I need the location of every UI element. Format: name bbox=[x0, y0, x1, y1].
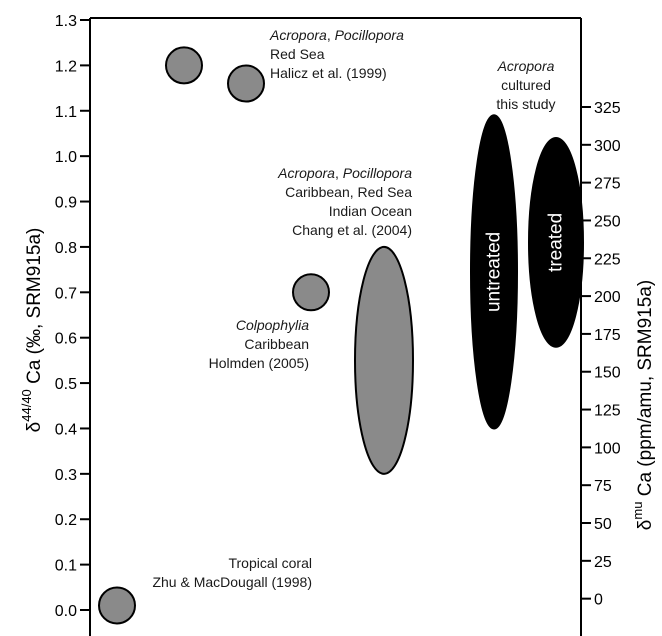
right-tick-label: 250 bbox=[594, 213, 621, 230]
left-tick-label: 1.1 bbox=[55, 104, 77, 121]
annotation-chang-line: Caribbean, Red Sea bbox=[285, 184, 412, 200]
marker-halicz-2 bbox=[227, 64, 265, 103]
annotation-zhu-line: Tropical coral bbox=[228, 555, 312, 571]
annotation-zhu: Tropical coral Zhu & MacDougall (1998) bbox=[152, 555, 312, 590]
left-tick-label: 0.7 bbox=[55, 285, 77, 302]
annotation-holmden: Colpophylia Caribbean Holmden (2005) bbox=[209, 317, 310, 371]
right-tick-label: 175 bbox=[594, 327, 621, 344]
annotation-chang-line: Indian Ocean bbox=[329, 203, 412, 219]
annotation-halicz-genus: Acropora bbox=[269, 27, 327, 43]
right-tick-label: 100 bbox=[594, 440, 621, 457]
annotation-cultured-line: Acropora bbox=[497, 58, 555, 74]
annotation-halicz: Acropora, Pocillopora Red Sea Halicz et al… bbox=[269, 27, 404, 81]
annotation-chang-genus: Acropora bbox=[277, 165, 335, 181]
left-tick-label: 1.0 bbox=[55, 149, 77, 166]
right-axis-title: δmu Ca (ppm/amu, SRM915a) bbox=[630, 280, 656, 530]
left-tick-label: 0.4 bbox=[55, 421, 77, 438]
annotation-cultured-line: this study bbox=[496, 96, 555, 112]
left-tick-label: 0.1 bbox=[55, 558, 77, 575]
annotation-zhu-line: Zhu & MacDougall (1998) bbox=[152, 574, 312, 590]
left-axis-ticks: 0.0 0.1 0.2 0.3 0.4 0.5 0.6 0.7 0.8 0.9 1.0 1.1 1.2 1… bbox=[55, 13, 90, 620]
right-tick-label: 225 bbox=[594, 251, 621, 268]
marker-holmden bbox=[292, 273, 330, 312]
left-tick-label: 0.9 bbox=[55, 195, 77, 212]
annotation-halicz-genus: Pocillopora bbox=[335, 27, 404, 43]
annotation-chang-line: Acropora, Pocillopora bbox=[277, 165, 412, 181]
right-tick-label: 50 bbox=[594, 516, 612, 533]
right-axis-title-rest: Ca (ppm/amu, SRM915a) bbox=[635, 280, 656, 502]
left-tick-label: 1.3 bbox=[55, 13, 77, 30]
right-tick-label: 150 bbox=[594, 365, 621, 382]
annotation-holmden-line: Caribbean bbox=[244, 336, 309, 352]
annotation-holmden-line: Holmden (2005) bbox=[209, 355, 309, 371]
right-tick-label: 300 bbox=[594, 138, 621, 155]
annotation-halicz-line: Acropora, Pocillopora bbox=[269, 27, 404, 43]
left-tick-label: 0.8 bbox=[55, 240, 77, 257]
annotation-chang-separator: , bbox=[335, 165, 343, 181]
annotation-chang-genus: Pocillopora bbox=[343, 165, 412, 181]
left-axis-title-sup: 44/40 bbox=[19, 389, 34, 422]
annotation-holmden-line: Colpophylia bbox=[236, 317, 309, 333]
left-axis-title-rest: Ca (‰, SRM915a) bbox=[24, 228, 45, 390]
marker-treated-range bbox=[528, 137, 584, 348]
right-tick-label: 325 bbox=[594, 100, 621, 117]
left-tick-label: 0.5 bbox=[55, 376, 77, 393]
right-tick-label: 200 bbox=[594, 289, 621, 306]
left-tick-label: 0.0 bbox=[55, 603, 77, 620]
data-marks: untreated treated bbox=[98, 46, 584, 625]
label-treated-range: treated bbox=[546, 213, 567, 272]
right-tick-label: 25 bbox=[594, 554, 612, 571]
left-tick-label: 0.3 bbox=[55, 467, 77, 484]
left-tick-label: 0.2 bbox=[55, 512, 77, 529]
left-axis-title-base: δ bbox=[24, 422, 45, 433]
right-axis-title-sup: mu bbox=[630, 502, 645, 520]
left-axis-title: δ44/40 Ca (‰, SRM915a) bbox=[19, 228, 45, 433]
right-tick-label: 75 bbox=[594, 478, 612, 495]
right-tick-label: 0 bbox=[594, 592, 603, 609]
left-tick-label: 1.2 bbox=[55, 58, 77, 75]
marker-halicz-1 bbox=[165, 46, 203, 85]
annotation-halicz-line: Halicz et al. (1999) bbox=[270, 65, 387, 81]
marker-chang-range bbox=[354, 245, 414, 475]
annotation-cultured-line: cultured bbox=[501, 77, 551, 93]
right-tick-label: 275 bbox=[594, 176, 621, 193]
annotations: Acropora, Pocillopora Red Sea Halicz et al… bbox=[152, 27, 555, 590]
right-axis-ticks: 0 25 50 75 100 125 150 175 200 225 250 275 300 325 bbox=[581, 100, 621, 609]
annotation-chang-line: Chang et al. (2004) bbox=[292, 222, 412, 238]
marker-untreated-range bbox=[470, 114, 518, 430]
left-tick-label: 0.6 bbox=[55, 331, 77, 348]
annotation-halicz-line: Red Sea bbox=[270, 46, 325, 62]
annotation-halicz-separator: , bbox=[327, 27, 335, 43]
right-axis-title-base: δ bbox=[635, 520, 656, 531]
annotation-cultured: Acropora cultured this study bbox=[496, 58, 555, 112]
right-tick-label: 125 bbox=[594, 403, 621, 420]
marker-zhu bbox=[98, 586, 136, 625]
label-untreated-range: untreated bbox=[484, 232, 505, 312]
annotation-chang: Acropora, Pocillopora Caribbean, Red Sea I… bbox=[277, 165, 412, 238]
